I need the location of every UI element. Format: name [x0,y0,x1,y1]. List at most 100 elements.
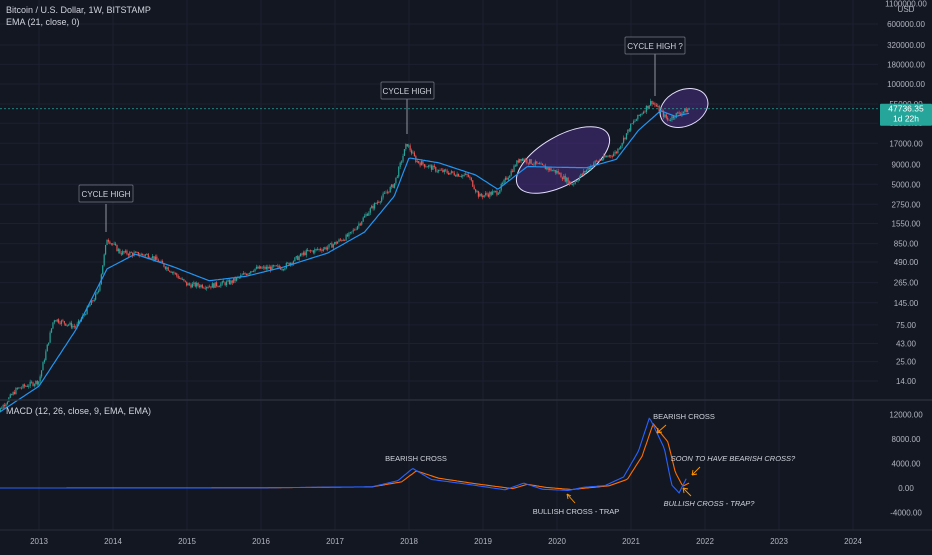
candle-body [584,171,586,173]
candle-body [443,169,445,173]
time-tick-label: 2013 [30,537,48,546]
candle-body [581,173,583,175]
candle-body [294,257,296,262]
candle-body [90,300,92,305]
candle-body [608,155,610,157]
candle-body [52,322,54,329]
candle-body [42,362,44,371]
ema-legend[interactable]: EMA (21, close, 0) [6,17,80,27]
candle-body [97,290,100,293]
candle-body [554,169,556,173]
time-axis[interactable]: 2013 2014 2015 2016 2017 2018 2019 2020 2021 2022… [30,537,862,546]
candle-body [507,177,509,180]
candle-body [301,253,303,255]
candle-body [586,169,588,173]
candle-body [213,283,215,288]
candle-body [358,223,360,227]
candle-body [119,249,121,254]
macd-tick-label: 8000.00 [892,435,921,444]
candle-body [163,263,165,267]
candle-body [19,387,21,389]
candle-body [594,160,596,164]
candle-body [227,280,229,282]
candle-body [517,160,519,163]
arrow-soon-bearish [691,466,701,476]
candle-body [144,254,147,256]
candle-body [271,265,273,271]
candle-body [120,253,122,255]
time-tick-label: 2024 [844,537,862,546]
candle-body [635,119,638,121]
candle-body [442,169,444,173]
arrow-soon-bearish-head [691,469,698,476]
candle-body [376,202,379,204]
candle-body [224,282,226,286]
macd-tick-label: 0.00 [898,484,914,493]
candle-body [439,169,441,171]
candle-body [389,187,391,193]
candle-body [233,278,235,283]
candle-body [240,275,242,277]
candle-body [576,181,578,182]
candle-body [13,392,16,395]
candle-body [603,155,605,160]
candle-body [460,176,462,178]
candle-body [319,248,322,251]
candle-body [346,234,349,237]
candle-body [317,248,319,250]
candle-body [298,256,300,260]
candle-body [383,192,386,194]
candle-body [308,250,310,252]
macd-axis[interactable]: 12000.00 8000.00 4000.00 0.00 -4000.00 [889,411,923,518]
candle-body [413,152,416,157]
candle-body [624,137,626,139]
candle-body [583,171,585,175]
candle-body [433,165,435,167]
candle-body [288,262,290,266]
candle-body [682,111,684,113]
candle-body [38,381,40,385]
candle-body [453,172,455,176]
candle-body [472,180,474,187]
candle-body [688,109,690,111]
candle-body [640,114,642,116]
time-tick-label: 2019 [474,537,492,546]
candle-body [123,251,125,253]
candle-body [220,283,222,287]
candle-body [292,261,295,265]
candle-body [574,181,576,184]
grid-lines [0,0,878,530]
candle-body [267,266,269,269]
price-tick-label: 320000.00 [887,41,925,50]
candle-body [621,142,623,146]
candle-body [654,103,656,105]
candle-body [401,161,403,163]
candle-body [483,195,485,198]
candle-body [553,169,555,171]
candle-body [457,173,460,177]
price-tick-label: 75.00 [896,321,917,330]
candle-body [652,103,655,105]
price-axis[interactable]: 1100000.00 600000.00 320000.00 180000.00 100… [885,0,927,386]
candle-body [459,176,461,178]
candle-body [183,279,185,281]
candle-body [46,344,48,352]
candle-body [632,121,635,124]
candle-body [342,239,344,241]
arrow-bullish-2021 [682,487,692,497]
candle-body [677,112,679,114]
candle-body [385,192,387,194]
candle-body [106,239,108,246]
candle-body [280,267,282,270]
candle-body [604,155,606,158]
symbol-legend[interactable]: Bitcoin / U.S. Dollar, 1W, BITSTAMP [6,5,151,15]
candle-body [234,278,236,281]
candle-body [103,254,105,266]
candle-body [284,268,286,270]
macd-legend[interactable]: MACD (12, 26, close, 9, EMA, EMA) [6,406,152,416]
candle-body [493,191,495,192]
candle-body [1,407,3,409]
candle-body [15,388,17,395]
